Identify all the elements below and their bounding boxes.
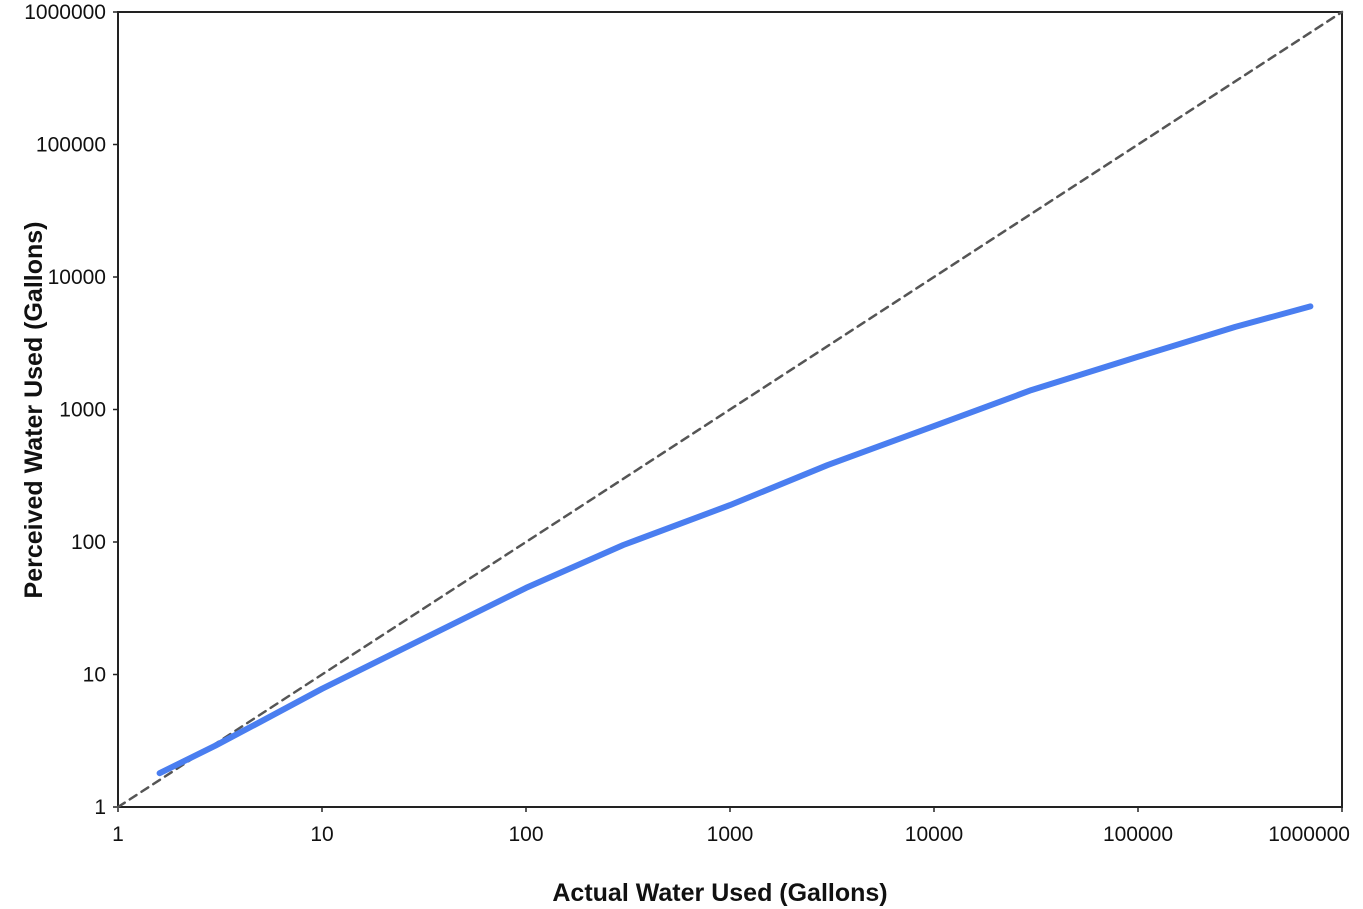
x-tick-label: 100 bbox=[508, 823, 543, 846]
y-tick-label: 100000 bbox=[36, 134, 106, 157]
x-axis: 1 10 100 1000 10000 100000 1000000 bbox=[112, 807, 1350, 846]
reference-line bbox=[116, 10, 1344, 809]
x-tick-label: 10 bbox=[310, 823, 333, 846]
y-tick-label: 100 bbox=[71, 531, 106, 554]
x-tick-label: 1 bbox=[112, 823, 124, 846]
y-tick-label: 1 bbox=[94, 796, 106, 819]
x-tick-label: 1000 bbox=[707, 823, 754, 846]
y-tick-label: 10000 bbox=[48, 266, 106, 289]
x-tick-label: 100000 bbox=[1103, 823, 1173, 846]
y-tick-label: 10 bbox=[83, 664, 106, 687]
perceived-series-line bbox=[156, 303, 1314, 777]
y-axis: 1 10 100 1000 10000 100000 1000000 bbox=[24, 1, 118, 819]
x-tick-label: 1000000 bbox=[1268, 823, 1350, 846]
y-tick-label: 1000 bbox=[59, 399, 106, 422]
y-axis-title: Perceived Water Used (Gallons) bbox=[20, 222, 48, 599]
x-axis-title: Actual Water Used (Gallons) bbox=[552, 879, 887, 907]
y-tick-label: 1000000 bbox=[24, 1, 106, 24]
x-tick-label: 10000 bbox=[905, 823, 963, 846]
series-layer bbox=[116, 10, 1344, 809]
